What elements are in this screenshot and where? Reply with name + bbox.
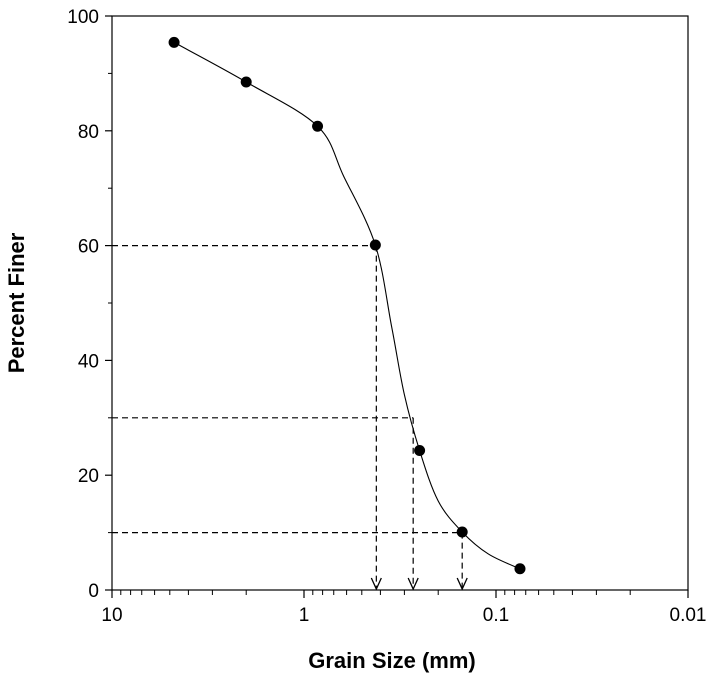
data-points — [168, 36, 526, 575]
x-tick-label: 10 — [101, 605, 122, 626]
data-point — [240, 76, 252, 88]
x-tick-label: 1 — [299, 605, 310, 626]
x-axis-title: Grain Size (mm) — [308, 648, 475, 673]
y-tick-label: 80 — [78, 122, 99, 143]
x-tick-label: 0.01 — [670, 605, 707, 626]
y-tick-label: 40 — [78, 351, 99, 372]
reference-lines — [112, 245, 468, 591]
data-point — [514, 563, 526, 575]
y-tick-label: 100 — [67, 7, 99, 28]
y-tick-label: 60 — [78, 237, 99, 258]
y-tick-label: 20 — [78, 466, 99, 487]
y-tick-label: 0 — [88, 581, 99, 602]
x-tick-label: 0.1 — [483, 605, 509, 626]
y-axis-title: Percent Finer — [4, 232, 29, 373]
y-axis: 0 20 40 60 80 100 — [67, 7, 112, 602]
data-point — [168, 36, 180, 48]
arrow-down-icon — [370, 577, 382, 591]
arrow-down-icon — [456, 577, 468, 591]
x-axis: 10 1 0.1 0.01 — [101, 590, 706, 626]
data-point — [369, 239, 381, 251]
plot-frame — [111, 15, 689, 591]
data-point — [312, 120, 324, 132]
gradation-curve — [173, 41, 521, 570]
arrow-down-icon — [407, 577, 419, 591]
data-point — [414, 445, 426, 457]
data-point — [456, 526, 468, 538]
